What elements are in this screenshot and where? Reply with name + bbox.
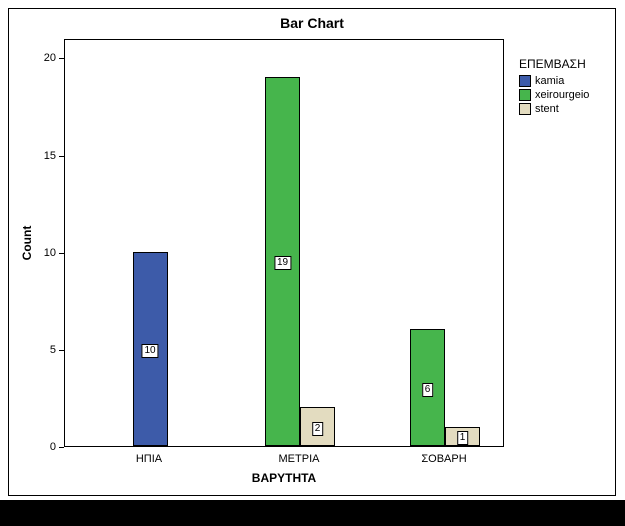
- legend-label: kamia: [535, 75, 564, 87]
- plot-area: 10 19 2 6 1: [64, 39, 504, 447]
- y-axis-title: Count: [20, 226, 34, 261]
- bar-value-label: 19: [274, 256, 291, 270]
- ytick-mark: [59, 447, 64, 448]
- ytick-mark: [59, 58, 64, 59]
- ytick-label: 5: [34, 344, 56, 356]
- chart-frame: Bar Chart 10 19 2 6 1 Count ΒΑΡΥΤΗΤΑ ΕΠΕΜΒΑΣ…: [8, 8, 616, 496]
- legend-label: stent: [535, 103, 559, 115]
- bar-value-label: 10: [141, 344, 158, 358]
- ytick-mark: [59, 253, 64, 254]
- legend-swatch: [519, 89, 531, 101]
- legend-item: kamia: [519, 75, 564, 87]
- ytick-label: 15: [34, 150, 56, 162]
- ytick-label: 10: [34, 247, 56, 259]
- xtick-label: ΗΠΙΑ: [136, 453, 162, 465]
- legend-swatch: [519, 103, 531, 115]
- ytick-mark: [59, 350, 64, 351]
- bar-value-label: 1: [457, 431, 469, 445]
- ytick-label: 20: [34, 52, 56, 64]
- xtick-label: ΜΕΤΡΙΑ: [279, 453, 320, 465]
- xtick-label: ΣΟΒΑΡΗ: [421, 453, 466, 465]
- ytick-mark: [59, 156, 64, 157]
- ytick-label: 0: [34, 441, 56, 453]
- legend-label: xeirourgeio: [535, 89, 589, 101]
- legend-title: ΕΠΕΜΒΑΣΗ: [519, 57, 586, 71]
- chart-title: Bar Chart: [9, 15, 615, 31]
- footer-strip: [0, 500, 625, 526]
- legend-item: stent: [519, 103, 559, 115]
- x-axis-title: ΒΑΡΥΤΗΤΑ: [252, 471, 316, 485]
- legend-item: xeirourgeio: [519, 89, 589, 101]
- bar-value-label: 6: [422, 383, 434, 397]
- bar-value-label: 2: [312, 422, 324, 436]
- legend-swatch: [519, 75, 531, 87]
